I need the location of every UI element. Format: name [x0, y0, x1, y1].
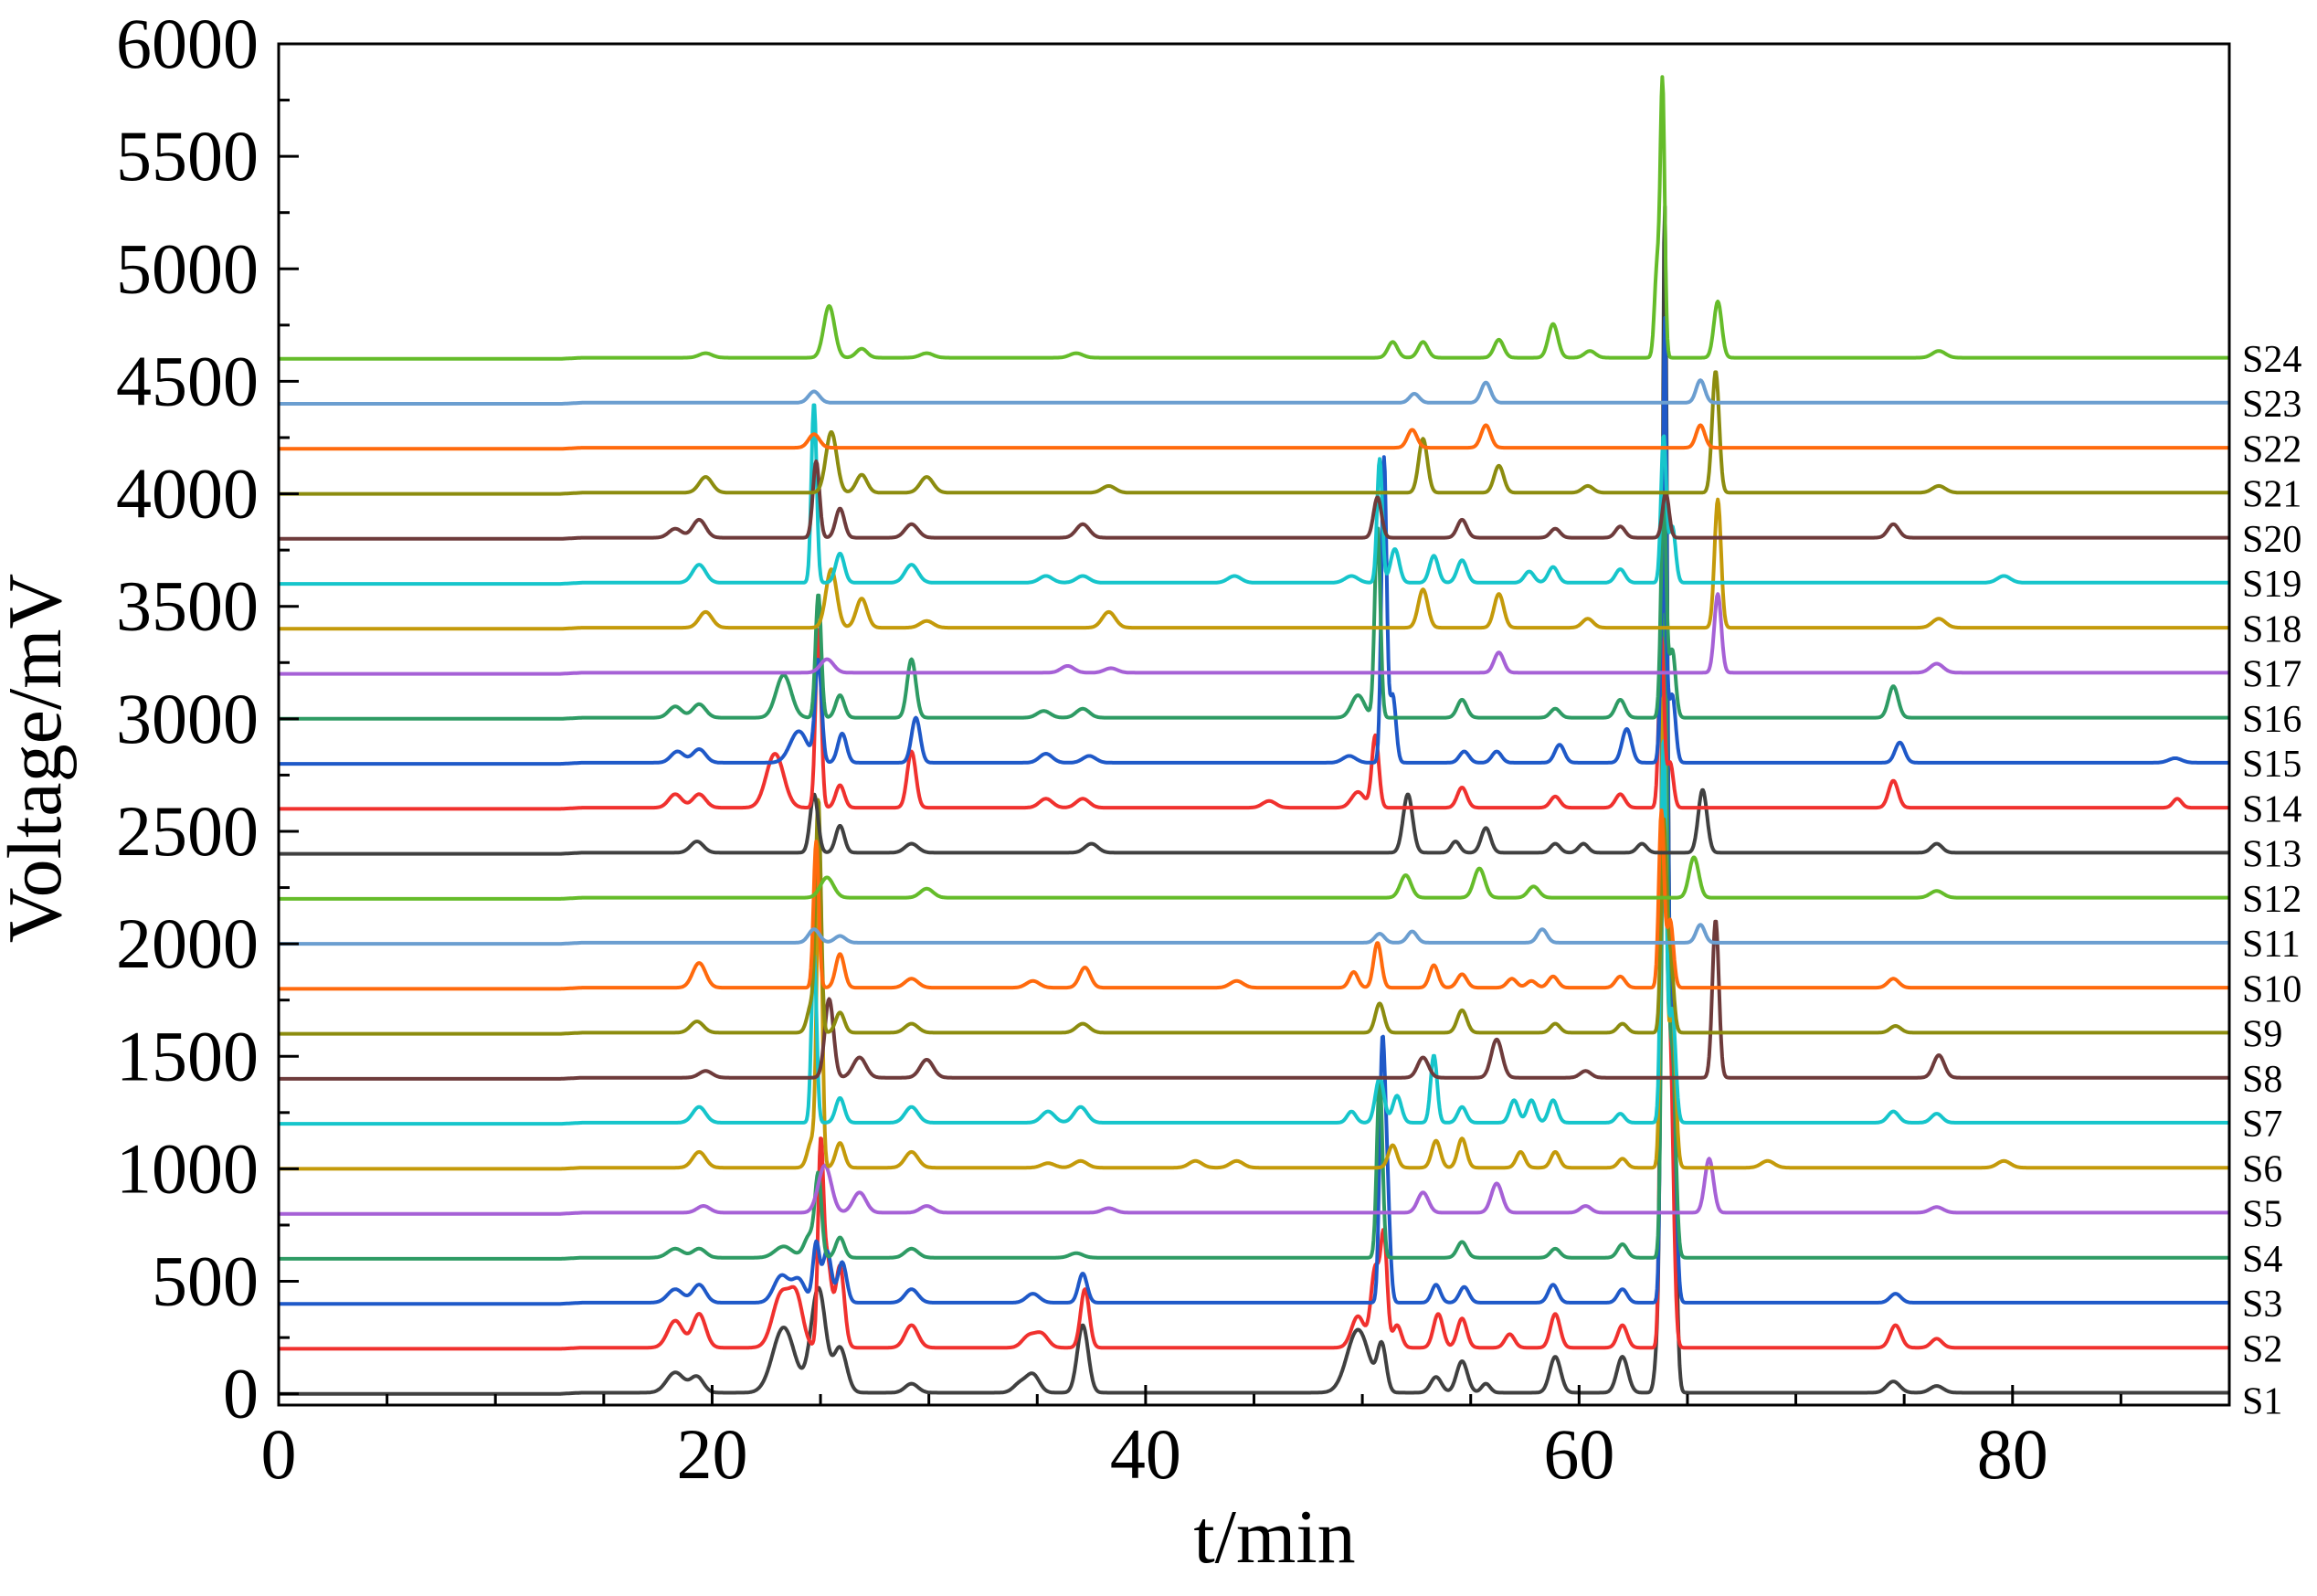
series-line-s14: [279, 628, 2229, 811]
series-label-s14: S14: [2242, 788, 2301, 830]
plot-frame: [277, 42, 2231, 1407]
x-tick-label: 20: [676, 1414, 747, 1494]
series-label-s18: S18: [2242, 608, 2301, 650]
series-label-s22: S22: [2242, 428, 2301, 470]
series-label-s7: S7: [2242, 1104, 2282, 1146]
series-label-s17: S17: [2242, 654, 2301, 696]
series-line-s4: [279, 612, 2229, 1261]
series-label-s8: S8: [2242, 1059, 2282, 1101]
series-line-s7: [279, 739, 2229, 1126]
series-line-s2: [279, 540, 2229, 1351]
series-line-s19: [279, 403, 2229, 587]
series-line-s10: [279, 808, 2229, 991]
series-label-s10: S10: [2242, 968, 2301, 1010]
series-label-s13: S13: [2242, 834, 2301, 876]
series-label-s2: S2: [2242, 1328, 2282, 1370]
series-label-s9: S9: [2242, 1014, 2282, 1056]
series-line-s1: [279, 205, 2229, 1396]
y-tick-label: 4000: [116, 454, 259, 534]
series-label-s11: S11: [2242, 924, 2301, 966]
series-line-s6: [279, 693, 2229, 1171]
series-label-s16: S16: [2242, 699, 2301, 741]
x-tick-label: 0: [261, 1414, 297, 1494]
series-line-s13: [279, 787, 2229, 856]
series-label-s6: S6: [2242, 1148, 2282, 1190]
x-tick-label: 40: [1110, 1414, 1181, 1494]
series-line-s17: [279, 592, 2229, 676]
series-line-s3: [279, 316, 2229, 1306]
y-tick-label: 0: [223, 1354, 259, 1433]
series-label-s3: S3: [2242, 1284, 2282, 1326]
series-line-s20: [279, 459, 2229, 541]
series-line-s11: [279, 923, 2229, 946]
trace-group: [279, 75, 2229, 1396]
y-tick-label: 1500: [116, 1016, 259, 1095]
y-tick-label: 6000: [116, 4, 259, 83]
series-label-s24: S24: [2242, 339, 2301, 381]
series-label-s1: S1: [2242, 1381, 2282, 1423]
series-label-s19: S19: [2242, 564, 2301, 606]
series-label-s23: S23: [2242, 384, 2301, 426]
series-line-s24: [279, 75, 2229, 361]
series-label-s4: S4: [2242, 1239, 2282, 1281]
y-tick-label: 5500: [116, 116, 259, 196]
x-tick-label: 80: [1977, 1414, 2048, 1494]
y-tick-label: 3000: [116, 679, 259, 758]
series-line-s12: [279, 855, 2229, 901]
series-line-s22: [279, 423, 2229, 451]
series-label-s20: S20: [2242, 519, 2301, 561]
series-label-s12: S12: [2242, 879, 2301, 921]
y-tick-label: 2500: [116, 791, 259, 871]
series-label-s21: S21: [2242, 474, 2301, 516]
y-tick-label: 5000: [116, 228, 259, 308]
series-line-s9: [279, 798, 2229, 1036]
series-label-s5: S5: [2242, 1194, 2282, 1236]
series-line-s21: [279, 370, 2229, 496]
y-tick-label: 3500: [116, 566, 259, 646]
y-tick-label: 2000: [116, 904, 259, 983]
series-line-s5: [279, 1157, 2229, 1216]
y-axis-title: Voltage/mV: [0, 574, 78, 943]
series-line-s23: [279, 378, 2229, 406]
x-tick-label: 60: [1543, 1414, 1614, 1494]
x-axis-title: t/min: [1193, 1495, 1355, 1580]
series-label-s15: S15: [2242, 744, 2301, 786]
series-label-group: S1S2S3S4S5S6S7S8S9S10S11S12S13S14S15S16S…: [2242, 339, 2301, 1423]
y-tick-label: 1000: [116, 1128, 259, 1208]
y-tick-label: 4500: [116, 341, 259, 420]
series-line-s15: [279, 455, 2229, 766]
y-tick-label: 500: [152, 1242, 259, 1321]
series-line-s8: [279, 919, 2229, 1081]
series-line-s16: [279, 491, 2229, 721]
axes-group: 0 20 40 60 80 0 500 1000 1500 2000 2500 3000 3500 400…: [116, 4, 2231, 1494]
series-line-s18: [279, 497, 2229, 631]
